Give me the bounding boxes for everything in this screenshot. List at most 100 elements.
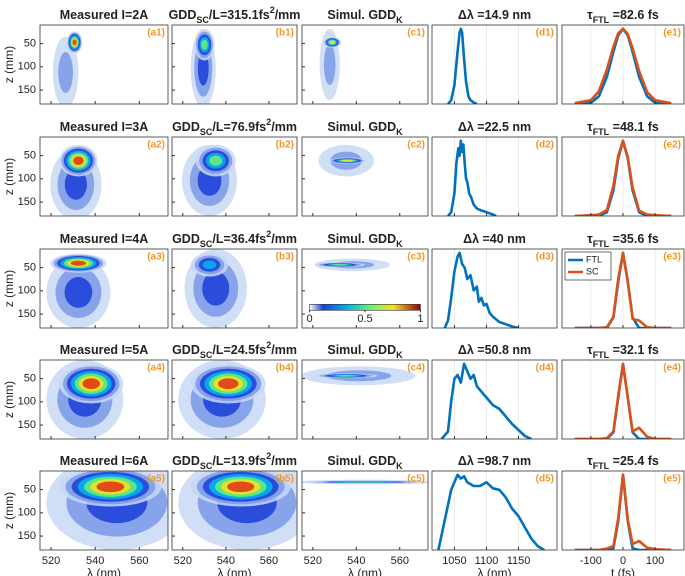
title-part: /mm xyxy=(271,232,297,246)
x-tick-label: 520 xyxy=(42,555,60,567)
panel-title: GDDSC/L=315.1fs2/mm xyxy=(169,5,301,25)
y-tick-label: 100 xyxy=(18,396,36,408)
panel-label: (e2) xyxy=(663,140,681,151)
plot-content xyxy=(302,366,416,386)
plot-content xyxy=(184,249,247,328)
plot-content xyxy=(46,253,111,328)
title-part: τ xyxy=(587,454,593,468)
intensity-region xyxy=(344,481,386,483)
plot-frame xyxy=(301,24,429,105)
plot-content xyxy=(178,360,266,439)
x-tick-label: 1100 xyxy=(475,555,499,567)
intensity-region xyxy=(96,481,125,493)
panel-label: (e4) xyxy=(663,363,681,374)
panel: 50 100 150 (a4) Measured I=5A z (mm) xyxy=(2,343,169,440)
title-subscript: FTL xyxy=(593,127,610,137)
panel-label: (d4) xyxy=(536,363,554,374)
panel-label: (a1) xyxy=(147,28,165,39)
y-tick-label: 150 xyxy=(18,419,36,431)
intensity-region xyxy=(227,481,255,493)
plot-content xyxy=(46,360,124,439)
x-tick-label: 1050 xyxy=(442,555,466,567)
y-tick-label: 150 xyxy=(18,84,36,96)
y-tick-label: 100 xyxy=(18,507,36,519)
panel-title: τFTL =32.1 fs xyxy=(587,343,659,360)
plot-frame xyxy=(39,248,169,329)
plot-frame xyxy=(171,359,298,440)
title-part: GDD xyxy=(172,120,200,134)
panel-title: τFTL =25.4 fs xyxy=(587,454,659,471)
panel-title: τFTL =48.1 fs xyxy=(587,120,659,137)
plot-content xyxy=(52,31,83,104)
title-subscript: K xyxy=(396,350,403,360)
y-axis-label: z (mm) xyxy=(2,158,16,195)
panel: (d1) Δλ =14.9 nm xyxy=(431,8,558,105)
title-part: τ xyxy=(587,232,593,246)
panel: (e1) τFTL =82.6 fs xyxy=(561,8,685,105)
intensity-region xyxy=(341,159,353,162)
plot-content xyxy=(574,249,672,328)
plot-content xyxy=(447,25,519,104)
legend-label: FTL xyxy=(586,254,602,264)
plot-frame xyxy=(301,136,429,217)
colorbar-tick-label: 0 xyxy=(306,313,312,325)
panel-title: Measured I=3A xyxy=(60,120,149,134)
title-part: Δλ =98.7 nm xyxy=(458,454,531,468)
panel-label: (c5) xyxy=(407,474,425,485)
title-subscript: K xyxy=(396,239,403,249)
title-subscript: FTL xyxy=(593,461,610,471)
plot-content xyxy=(318,144,374,177)
x-tick-label: 540 xyxy=(217,555,235,567)
plot-content xyxy=(447,137,519,216)
y-axis-label: z (mm) xyxy=(2,381,16,418)
panel-title: GDDSC/L=36.4fs2/mm xyxy=(172,229,297,249)
title-part: GDD xyxy=(172,343,200,357)
plot-frame xyxy=(301,470,429,551)
panel-label: (a5) xyxy=(147,474,165,485)
panel-label: (b2) xyxy=(276,140,294,151)
x-tick-label: 560 xyxy=(391,555,409,567)
panel: (d2) Δλ =22.5 nm xyxy=(431,120,558,217)
title-part: Measured I=2A xyxy=(60,8,149,22)
title-part: /L=36.4fs xyxy=(212,232,266,246)
intensity-region xyxy=(209,155,223,166)
plot-content xyxy=(319,28,342,101)
x-tick-label: -100 xyxy=(580,555,602,567)
plot-content xyxy=(437,471,545,550)
title-part: Δλ =14.9 nm xyxy=(458,8,531,22)
intensity-region xyxy=(72,39,77,46)
plot-content xyxy=(574,360,672,439)
plot-content xyxy=(443,249,519,328)
x-tick-label: 1150 xyxy=(507,555,531,567)
panel-title: Measured I=6A xyxy=(60,454,149,468)
panel-title: Simul. GDDK xyxy=(327,232,403,249)
title-subscript: SC xyxy=(196,15,209,25)
panel: (d4) Δλ =50.8 nm xyxy=(431,343,558,440)
plot-frame xyxy=(561,359,685,440)
plot-content xyxy=(574,137,672,216)
x-axis-label: t (fs) xyxy=(611,566,635,576)
title-part: =82.6 fs xyxy=(609,8,659,22)
plot-frame xyxy=(431,359,558,440)
y-tick-label: 100 xyxy=(18,173,36,185)
data-line xyxy=(574,27,672,104)
plot-frame xyxy=(561,24,685,105)
plot-content xyxy=(190,28,216,104)
plot-frame xyxy=(301,359,429,440)
plot-frame xyxy=(431,470,558,551)
title-part: Measured I=6A xyxy=(60,454,149,468)
x-tick-label: 540 xyxy=(86,555,104,567)
plot-frame xyxy=(431,248,558,329)
plot-frame xyxy=(171,136,298,217)
plot-frame xyxy=(561,248,685,329)
x-tick-label: 100 xyxy=(646,555,664,567)
plot-frame xyxy=(561,136,685,217)
title-part: GDD xyxy=(172,232,200,246)
intensity-region xyxy=(82,378,100,390)
x-axis-label: λ (nm) xyxy=(218,566,252,576)
y-tick-label: 50 xyxy=(24,149,36,161)
y-tick-label: 50 xyxy=(24,372,36,384)
panel: (c1) Simul. GDDK xyxy=(301,8,429,105)
